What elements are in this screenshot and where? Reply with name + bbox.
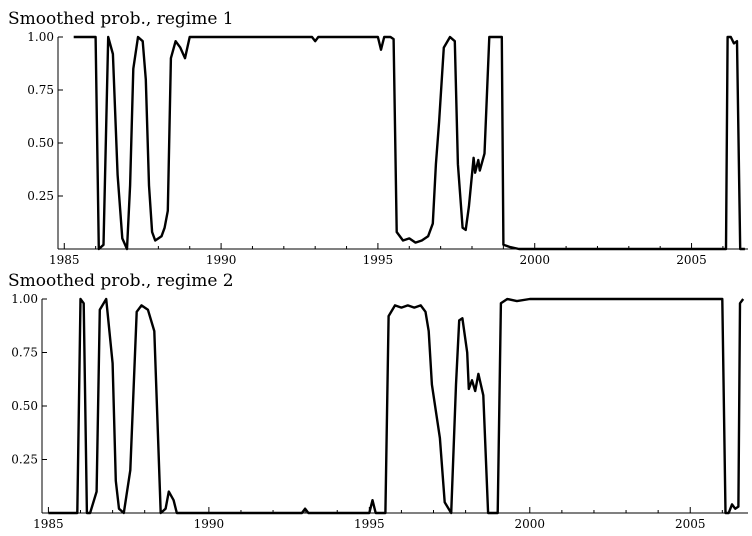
x-tick-label: 1995: [354, 517, 385, 531]
y-tick-label: 1.00: [27, 30, 54, 44]
panel-regime-1: Smoothed prob., regime 1 0.25 0.50 0.75 1.0…: [8, 9, 748, 267]
y-tick-label: 0.50: [27, 136, 54, 150]
x-tick-label: 2005: [675, 517, 706, 531]
y-tick-label: 1.00: [11, 292, 38, 306]
series-line: [48, 297, 745, 515]
x-tick-label: 1985: [33, 517, 64, 531]
x-tick-label: 2005: [676, 253, 707, 267]
x-tick-label: 2000: [515, 517, 546, 531]
chart-title: Smoothed prob., regime 1: [8, 9, 234, 29]
y-tick-label: 0.25: [27, 189, 54, 203]
y-tick-label: 0.50: [11, 399, 38, 413]
y-tick-label: 0.25: [11, 453, 38, 467]
x-tick-label: 1990: [206, 253, 237, 267]
panel-regime-2: Smoothed prob., regime 2 0.25 0.50 0.75 1.0…: [8, 271, 748, 531]
x-tick-label: 1995: [363, 253, 394, 267]
x-tick-label: 1985: [49, 253, 80, 267]
y-tick-label: 0.75: [11, 346, 38, 360]
y-tick-label: 0.75: [27, 83, 54, 97]
x-tick-label: 1990: [194, 517, 225, 531]
series-line: [73, 35, 745, 251]
x-tick-label: 2000: [519, 253, 550, 267]
chart-title: Smoothed prob., regime 2: [8, 271, 234, 291]
